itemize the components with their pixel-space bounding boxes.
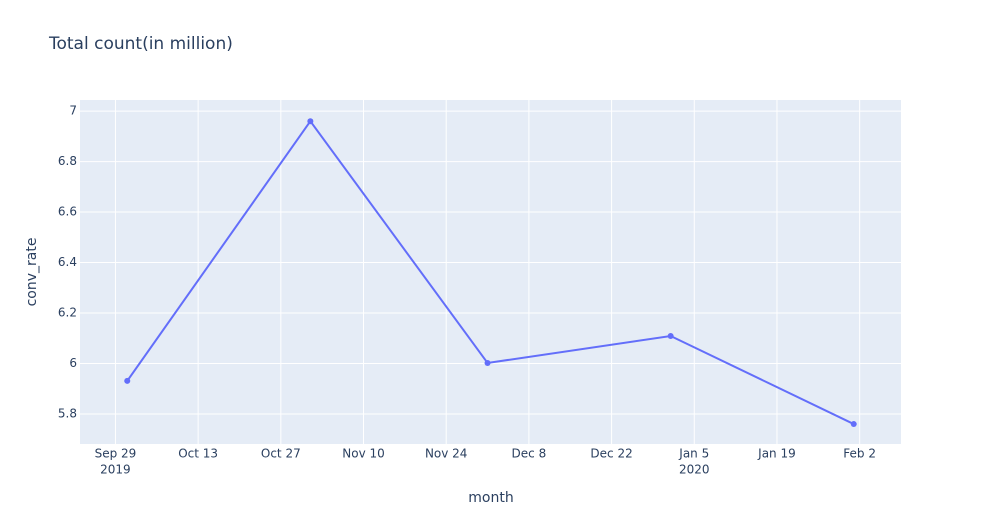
- marker: [850, 421, 857, 428]
- marker: [307, 118, 314, 125]
- y-tick-label: 6: [69, 356, 77, 370]
- x-tick-year: 2020: [679, 463, 710, 477]
- x-tick-label: Jan 19: [757, 447, 796, 461]
- x-tick-label: Nov 24: [425, 447, 468, 461]
- y-tick-label: 7: [69, 104, 77, 118]
- chart-title: Total count(in million): [48, 34, 233, 54]
- x-tick-label: Jan 5: [678, 447, 709, 461]
- x-tick-label: Dec 22: [590, 447, 632, 461]
- x-tick-label: Oct 13: [178, 447, 218, 461]
- y-tick-label: 6.8: [58, 154, 77, 168]
- x-axis-title: month: [468, 490, 513, 506]
- marker: [484, 359, 491, 366]
- y-tick-label: 6.2: [58, 306, 77, 320]
- y-tick-label: 6.6: [58, 205, 77, 219]
- y-axis-title: conv_rate: [24, 238, 40, 307]
- x-tick-label: Sep 29: [95, 447, 137, 461]
- x-tick-label: Feb 2: [843, 447, 876, 461]
- marker: [667, 332, 674, 339]
- x-tick-label: Oct 27: [261, 447, 301, 461]
- x-tick-label: Nov 10: [342, 447, 385, 461]
- y-tick-label: 6.4: [58, 255, 77, 269]
- marker: [124, 377, 131, 384]
- y-tick-label: 5.8: [58, 406, 77, 420]
- plot-area: [80, 100, 901, 444]
- x-tick-label: Dec 8: [512, 447, 547, 461]
- x-tick-year: 2019: [100, 463, 131, 477]
